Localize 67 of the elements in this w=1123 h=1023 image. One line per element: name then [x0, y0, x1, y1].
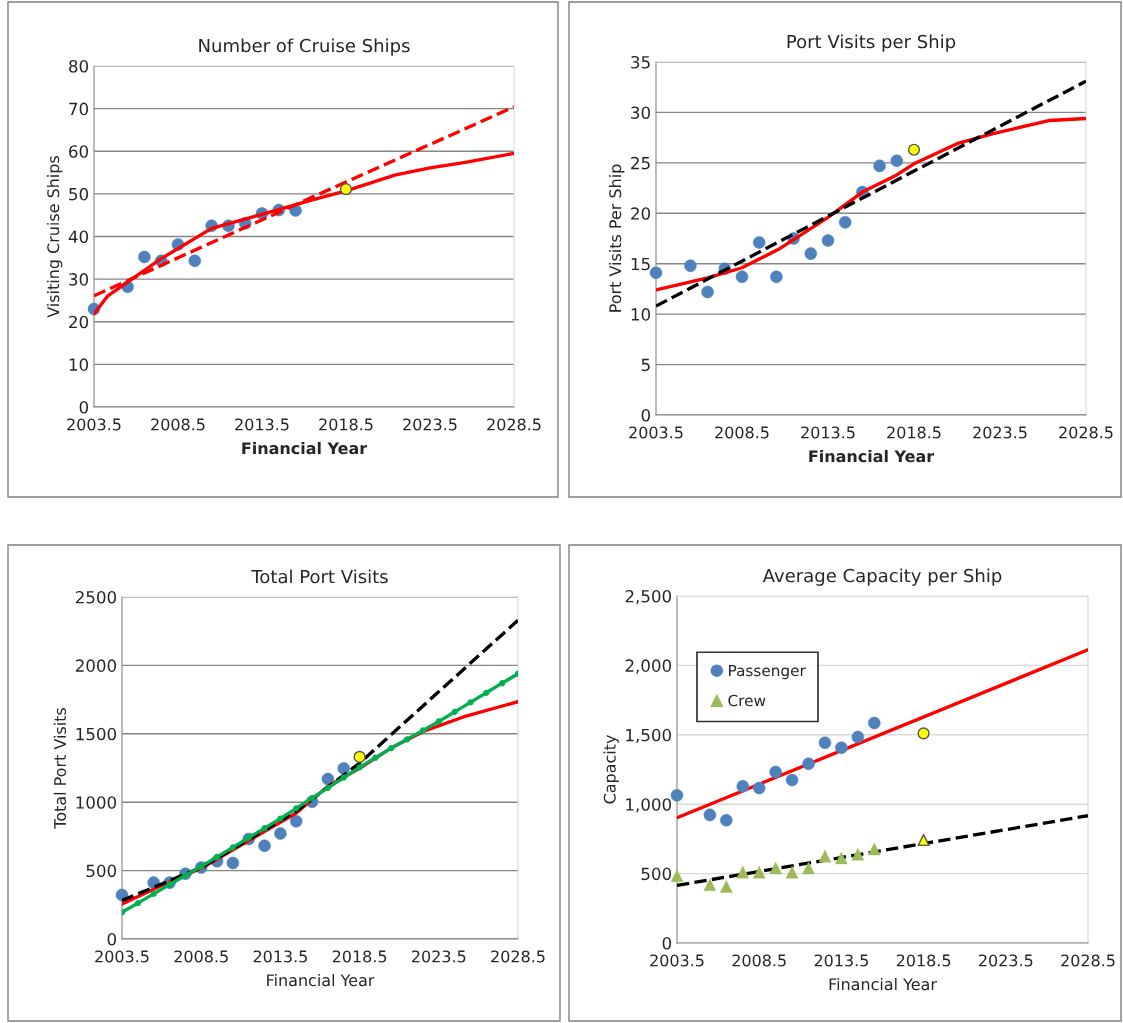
chart-title: Port Visits per Ship [787, 34, 956, 52]
y-tick-label: 1,500 [626, 728, 672, 744]
x-tick-label: 2008.5 [151, 418, 205, 431]
x-tick-label: 2028.5 [487, 418, 541, 431]
y-axis-title: Total Port Visits [53, 708, 67, 829]
x-tick-label: 2003.5 [629, 426, 683, 439]
y-tick-label: 1500 [76, 727, 117, 741]
x-tick-label: 2018.5 [887, 426, 941, 439]
y-tick-label: 25 [631, 156, 650, 170]
y-tick-label: 35 [631, 55, 650, 69]
y-tick-label: 20 [69, 315, 89, 329]
y-tick-label: 1000 [76, 796, 117, 809]
x-tick-label: 2018.5 [332, 950, 387, 963]
x-tick-label: 2008.5 [732, 954, 786, 967]
x-tick-label: 2018.5 [319, 418, 373, 431]
chart-title: Average Capacity per Ship [762, 568, 1002, 586]
x-tick-label: 2023.5 [403, 418, 457, 431]
y-tick-label: 1,000 [626, 798, 672, 813]
y-tick-label: 30 [631, 106, 651, 119]
y-tick-label: 15 [631, 257, 650, 271]
x-tick-label: 2013.5 [801, 426, 855, 439]
y-tick-label: 2500 [75, 590, 117, 604]
x-tick-label: 2023.5 [973, 426, 1027, 439]
y-tick-label: 2,500 [625, 589, 672, 605]
x-axis-title: Financial Year [809, 449, 935, 463]
x-tick-label: 2028.5 [491, 950, 545, 963]
x-tick-label: 2028.5 [1059, 426, 1113, 439]
legend-label: Passenger [729, 664, 806, 680]
x-axis-title: Financial Year [242, 441, 368, 455]
y-axis-title: Visiting Cruise Ships [46, 156, 63, 318]
x-tick-label: 2023.5 [412, 950, 466, 963]
y-tick-label: 0 [641, 408, 651, 422]
x-tick-label: 2013.5 [814, 954, 868, 967]
chart-title: Number of Cruise Ships [199, 38, 410, 56]
chart-title: Total Port Visits [251, 569, 388, 584]
y-tick-label: 60 [69, 145, 89, 158]
legend-label: Crew [728, 694, 766, 707]
y-tick-label: 2,000 [625, 659, 672, 674]
y-tick-label: 2000 [75, 659, 117, 672]
y-tick-label: 20 [631, 207, 651, 220]
x-tick-label: 2023.5 [979, 954, 1033, 967]
x-tick-label: 2018.5 [896, 954, 951, 967]
x-tick-label: 2003.5 [650, 954, 704, 967]
x-tick-label: 2013.5 [235, 418, 289, 431]
y-tick-label: 10 [631, 308, 651, 321]
x-tick-label: 2013.5 [253, 950, 307, 963]
y-tick-label: 0 [79, 400, 89, 414]
y-tick-label: 500 [641, 867, 672, 881]
y-tick-label: 30 [69, 273, 89, 286]
y-tick-label: 500 [86, 864, 117, 878]
y-tick-label: 80 [69, 59, 89, 73]
y-tick-label: 40 [68, 230, 89, 244]
y-axis-title: Port Visits Per Ship [608, 164, 625, 312]
x-tick-label: 2008.5 [174, 950, 228, 963]
x-tick-label: 2008.5 [715, 426, 769, 439]
y-tick-label: 50 [69, 187, 89, 201]
x-tick-label: 2003.5 [95, 950, 149, 963]
x-tick-label: 2003.5 [67, 418, 121, 431]
y-tick-label: 10 [69, 358, 89, 371]
x-tick-label: 2028.5 [1061, 954, 1115, 967]
x-axis-title: Financial Year [829, 977, 937, 991]
y-tick-label: 0 [107, 932, 117, 946]
y-tick-label: 0 [662, 936, 672, 950]
y-axis-title: Capacity [603, 735, 619, 804]
y-tick-label: 70 [69, 102, 89, 116]
y-tick-label: 5 [641, 358, 650, 372]
x-axis-title: Financial Year [267, 973, 375, 987]
